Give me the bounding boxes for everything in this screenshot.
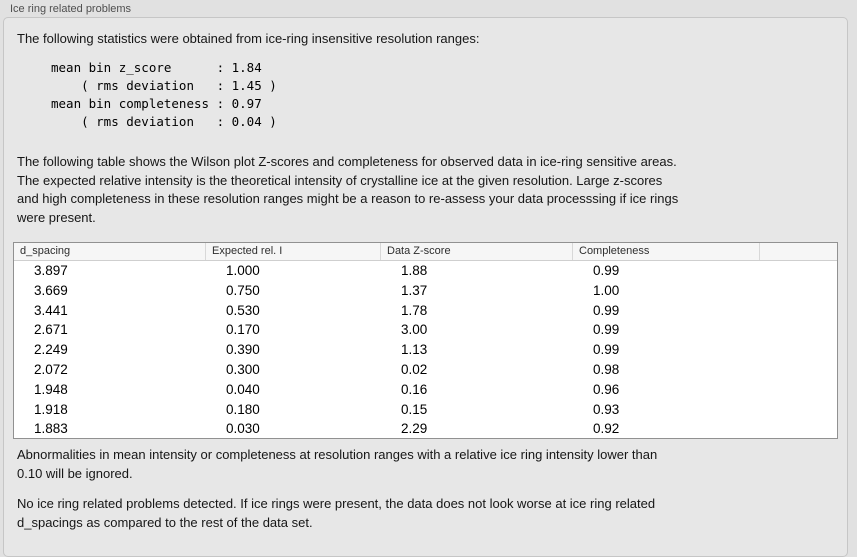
table-cell: 0.170 bbox=[226, 322, 260, 338]
table-header-row: d_spacing Expected rel. I Data Z-score Comp… bbox=[14, 243, 837, 261]
column-header[interactable]: Expected rel. I bbox=[206, 243, 381, 260]
table-cell: 0.93 bbox=[593, 401, 620, 417]
table-row[interactable]: 2.072 0.300 0.02 0.98 bbox=[14, 360, 837, 380]
table-cell bbox=[760, 261, 837, 281]
table-row[interactable]: 1.883 0.030 2.29 0.92 bbox=[14, 419, 837, 439]
table-cell: 3.441 bbox=[34, 302, 68, 318]
table-cell: 2.671 bbox=[34, 322, 68, 338]
conclusion-text: No ice ring related problems detected. I… bbox=[17, 496, 656, 530]
table-cell bbox=[760, 301, 837, 321]
groupbox-title: Ice ring related problems bbox=[10, 3, 132, 15]
table-cell: 0.530 bbox=[226, 302, 260, 318]
table-cell: 0.750 bbox=[226, 282, 260, 298]
table-row[interactable]: 3.669 0.750 1.37 1.00 bbox=[14, 281, 837, 301]
table-row[interactable]: 2.249 0.390 1.13 0.99 bbox=[14, 340, 837, 360]
table-row[interactable]: 1.948 0.040 0.16 0.96 bbox=[14, 380, 837, 400]
table-cell: 0.99 bbox=[593, 302, 620, 318]
table-cell: 0.99 bbox=[593, 263, 620, 278]
table-cell: 0.15 bbox=[401, 401, 428, 417]
table-cell bbox=[760, 419, 837, 439]
table-cell: 3.669 bbox=[34, 282, 68, 298]
table-cell: 1.88 bbox=[401, 263, 428, 278]
table-cell: 1.78 bbox=[401, 302, 428, 318]
table-cell: 0.96 bbox=[593, 381, 620, 397]
table-cell bbox=[760, 340, 837, 360]
table-cell: 1.37 bbox=[401, 282, 428, 298]
table-cell: 0.390 bbox=[226, 342, 260, 358]
table-cell: 0.02 bbox=[401, 361, 428, 377]
column-header[interactable]: Completeness bbox=[573, 243, 760, 260]
stats-summary-block: mean bin z_score : 1.84 ( rms deviation … bbox=[51, 60, 277, 129]
table-cell: 1.13 bbox=[401, 342, 428, 358]
table-cell bbox=[760, 320, 837, 340]
table-row[interactable]: 3.441 0.530 1.78 0.99 bbox=[14, 301, 837, 321]
column-header[interactable] bbox=[760, 243, 837, 260]
intro-text: The following statistics were obtained f… bbox=[17, 31, 480, 46]
ignore-threshold-note: Abnormalities in mean intensity or compl… bbox=[17, 447, 658, 481]
table-cell: 0.040 bbox=[226, 381, 260, 397]
table-description-text: The following table shows the Wilson plo… bbox=[17, 154, 679, 225]
table-row[interactable]: 2.671 0.170 3.00 0.99 bbox=[14, 320, 837, 340]
table-row[interactable]: 3.897 1.000 1.88 0.99 bbox=[14, 261, 837, 281]
table-cell: 3.897 bbox=[34, 263, 68, 278]
table-cell bbox=[760, 360, 837, 380]
table-cell bbox=[760, 380, 837, 400]
table-cell: 1.918 bbox=[34, 401, 68, 417]
table-cell: 1.00 bbox=[593, 282, 620, 298]
table-cell: 0.300 bbox=[226, 361, 260, 377]
table-body: 3.897 1.000 1.88 0.99 3.669 0.750 1.37 1.00 3.44… bbox=[14, 261, 837, 439]
column-header[interactable]: Data Z-score bbox=[381, 243, 573, 260]
table-cell: 1.883 bbox=[34, 421, 68, 437]
table-cell: 0.99 bbox=[593, 342, 620, 358]
table-cell bbox=[760, 400, 837, 420]
table-cell: 2.072 bbox=[34, 361, 68, 377]
table-cell: 3.00 bbox=[401, 322, 428, 338]
table-cell: 1.948 bbox=[34, 381, 68, 397]
ice-ring-table: d_spacing Expected rel. I Data Z-score Comp… bbox=[13, 242, 838, 439]
table-cell: 0.99 bbox=[593, 322, 620, 338]
table-cell: 0.030 bbox=[226, 421, 260, 437]
table-cell: 2.249 bbox=[34, 342, 68, 358]
table-cell: 2.29 bbox=[401, 421, 428, 437]
table-cell: 0.180 bbox=[226, 401, 260, 417]
table-cell: 0.98 bbox=[593, 361, 620, 377]
table-cell bbox=[760, 281, 837, 301]
column-header[interactable]: d_spacing bbox=[14, 243, 206, 260]
ice-ring-groupbox: The following statistics were obtained f… bbox=[3, 17, 848, 557]
table-row[interactable]: 1.918 0.180 0.15 0.93 bbox=[14, 400, 837, 420]
table-cell: 1.000 bbox=[226, 263, 260, 278]
table-cell: 0.92 bbox=[593, 421, 620, 437]
table-cell: 0.16 bbox=[401, 381, 428, 397]
